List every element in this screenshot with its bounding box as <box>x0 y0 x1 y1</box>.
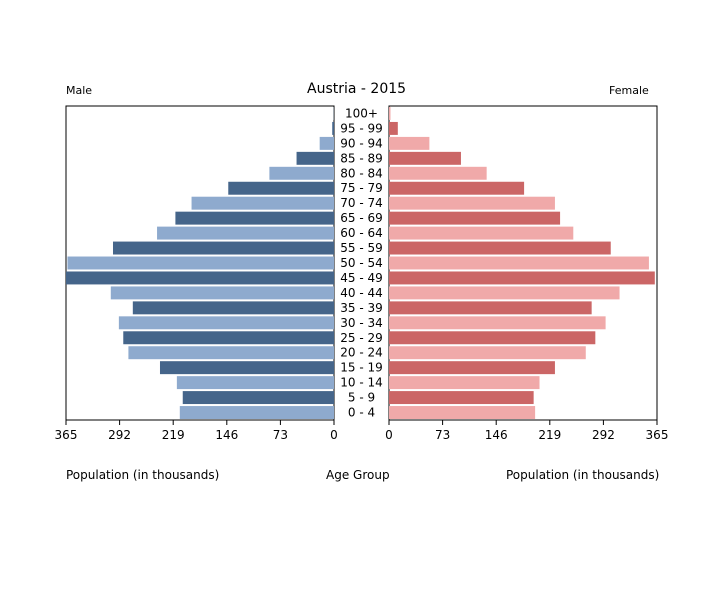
male-tick-label: 0 <box>330 428 338 442</box>
female-axis-label: Population (in thousands) <box>506 468 660 482</box>
female-tick-label: 146 <box>485 428 508 442</box>
female-bar <box>389 211 561 225</box>
chart-title: Austria - 2015 <box>307 81 407 97</box>
female-bar <box>389 406 536 419</box>
male-bar <box>269 166 334 180</box>
male-bar <box>332 121 334 135</box>
male-bar <box>182 391 334 405</box>
male-axis-label: Population (in thousands) <box>66 468 220 482</box>
male-bar <box>66 271 334 285</box>
age-group-label: 0 - 4 <box>348 406 375 420</box>
female-bar <box>389 346 586 360</box>
male-bar <box>228 181 334 195</box>
female-tick-label: 219 <box>538 428 561 442</box>
male-bar <box>128 346 334 360</box>
female-bar <box>389 181 525 195</box>
age-group-label: 10 - 14 <box>340 376 383 390</box>
age-group-label: 5 - 9 <box>348 391 375 405</box>
female-bar <box>389 316 606 330</box>
male-bar <box>132 301 334 315</box>
age-group-label: 35 - 39 <box>340 301 383 315</box>
female-bar <box>389 196 555 210</box>
age-group-label: 55 - 59 <box>340 241 383 255</box>
female-bar <box>389 241 611 255</box>
male-bar <box>118 316 334 330</box>
male-bar <box>112 241 334 255</box>
age-group-label: 85 - 89 <box>340 151 383 165</box>
age-group-axis-label: Age Group <box>326 468 390 482</box>
female-bar <box>389 361 555 375</box>
age-group-label: 30 - 34 <box>340 316 383 330</box>
male-tick-label: 146 <box>215 428 238 442</box>
female-tick-label: 365 <box>646 428 669 442</box>
male-bar <box>319 136 334 150</box>
female-bar <box>389 286 620 300</box>
female-bar <box>389 226 574 240</box>
age-group-label: 80 - 84 <box>340 166 383 180</box>
age-group-label: 70 - 74 <box>340 196 383 210</box>
female-tick-label: 292 <box>592 428 615 442</box>
female-bar <box>389 391 534 405</box>
age-group-label: 90 - 94 <box>340 136 383 150</box>
female-bar <box>389 166 487 180</box>
male-tick-label: 365 <box>55 428 78 442</box>
age-group-label: 40 - 44 <box>340 286 383 300</box>
age-group-label: 100+ <box>345 106 378 120</box>
female-bar <box>389 301 592 315</box>
male-label: Male <box>66 84 93 97</box>
male-tick-label: 73 <box>273 428 288 442</box>
age-group-label: 95 - 99 <box>340 121 383 135</box>
male-bar <box>123 331 334 345</box>
age-group-label: 75 - 79 <box>340 181 383 195</box>
male-tick-label: 219 <box>162 428 185 442</box>
age-group-label: 25 - 29 <box>340 331 383 345</box>
age-group-label: 20 - 24 <box>340 346 383 360</box>
female-bar <box>389 136 430 150</box>
male-bar <box>67 256 334 270</box>
age-group-label: 50 - 54 <box>340 256 383 270</box>
female-bar <box>389 121 398 135</box>
male-bar <box>159 361 334 375</box>
age-group-label: 45 - 49 <box>340 271 383 285</box>
male-bar <box>176 376 334 390</box>
male-bar <box>191 196 334 210</box>
female-bar <box>389 151 461 165</box>
female-tick-label: 0 <box>385 428 393 442</box>
male-bar <box>157 226 334 240</box>
age-group-label: 65 - 69 <box>340 211 383 225</box>
age-group-label: 60 - 64 <box>340 226 383 240</box>
male-bar <box>179 406 334 419</box>
male-bar <box>296 151 334 165</box>
female-bar <box>389 271 655 285</box>
female-tick-label: 73 <box>435 428 450 442</box>
age-group-label: 15 - 19 <box>340 361 383 375</box>
female-bar <box>389 256 649 270</box>
female-bar <box>389 331 596 345</box>
female-bar <box>389 107 391 120</box>
female-label: Female <box>609 84 649 97</box>
male-tick-label: 292 <box>108 428 131 442</box>
female-bar <box>389 376 540 390</box>
male-bar <box>110 286 335 300</box>
male-bar <box>175 211 334 225</box>
